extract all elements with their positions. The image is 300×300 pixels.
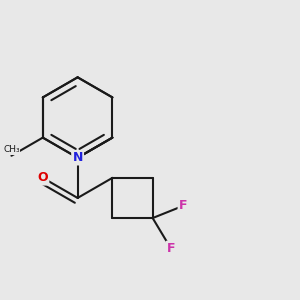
Text: F: F	[178, 200, 187, 212]
Text: CH₃: CH₃	[3, 145, 20, 154]
Text: O: O	[38, 171, 48, 184]
Text: F: F	[167, 242, 175, 255]
Text: N: N	[72, 151, 83, 164]
